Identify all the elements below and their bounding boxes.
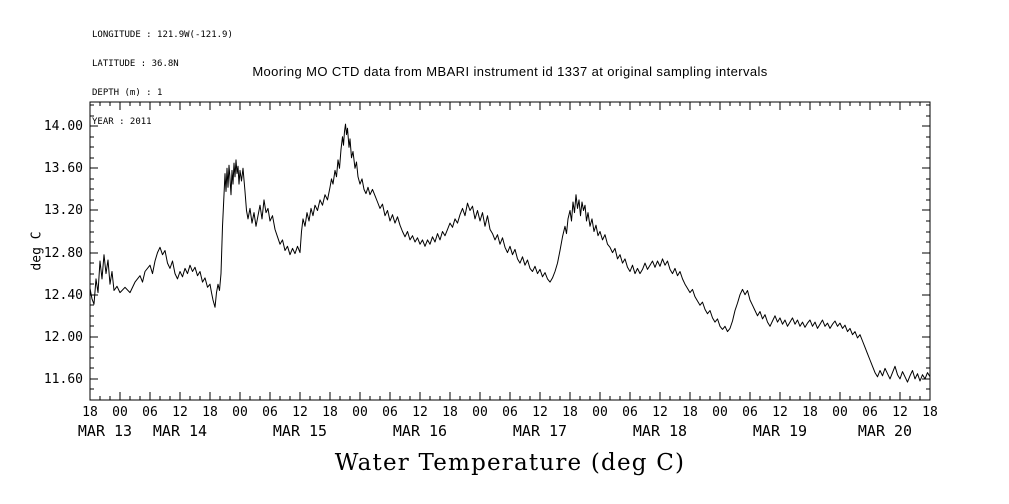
- tick-label: 00: [112, 405, 128, 420]
- tick-label: 18: [82, 405, 98, 420]
- x-date-label: MAR 20: [858, 422, 912, 440]
- tick-label: 11.60: [44, 372, 83, 387]
- tick-label: 06: [382, 405, 398, 420]
- tick-label: 06: [742, 405, 758, 420]
- tick-label: 06: [622, 405, 638, 420]
- tick-label: 18: [322, 405, 338, 420]
- axis-tick-labels: 18 00 06 12 18 00 06 12 18 00 06 12 18 00 06 12 18 00 06 12…: [44, 119, 938, 440]
- tick-label: 18: [922, 405, 938, 420]
- tick-label: 18: [562, 405, 578, 420]
- tick-label: 12: [892, 405, 908, 420]
- tick-label: 13.20: [44, 203, 83, 218]
- tick-label: 06: [502, 405, 518, 420]
- axes-frame: [89, 101, 931, 401]
- meta-year: YEAR : 2011: [92, 116, 152, 127]
- chart-title: Mooring MO CTD data from MBARI instrumen…: [252, 64, 768, 79]
- tick-label: 00: [232, 405, 248, 420]
- x-date-label: MAR 19: [753, 422, 807, 440]
- tick-label: 18: [442, 405, 458, 420]
- x-date-label: MAR 14: [153, 422, 207, 440]
- tick-label: 18: [802, 405, 818, 420]
- tick-label: 00: [712, 405, 728, 420]
- x-axis-title: Water Temperature (deg C): [334, 450, 686, 476]
- tick-label: 14.00: [44, 119, 83, 134]
- tick-label: 18: [682, 405, 698, 420]
- tick-label: 00: [592, 405, 608, 420]
- tick-label: 12.80: [44, 246, 83, 261]
- x-date-label: MAR 16: [393, 422, 447, 440]
- tick-label: 00: [832, 405, 848, 420]
- x-date-label: MAR 15: [273, 422, 327, 440]
- tick-label: 12: [292, 405, 308, 420]
- tick-label: 12: [772, 405, 788, 420]
- tick-label: 12.00: [44, 330, 83, 345]
- x-date-label: MAR 17: [513, 422, 567, 440]
- station-metadata: LONGITUDE : 121.9W(-121.9) LATITUDE : 36…: [92, 12, 233, 146]
- tick-label: 06: [862, 405, 878, 420]
- tick-label: 13.60: [44, 161, 83, 176]
- tick-label: 12: [652, 405, 668, 420]
- tick-label: 12: [412, 405, 428, 420]
- x-date-label: MAR 13: [78, 422, 132, 440]
- meta-latitude: LATITUDE : 36.8N: [92, 58, 179, 69]
- tick-label: 12: [172, 405, 188, 420]
- tick-label: 06: [262, 405, 278, 420]
- tick-label: 12.40: [44, 288, 83, 303]
- tick-label: 00: [472, 405, 488, 420]
- tick-label: 00: [352, 405, 368, 420]
- meta-longitude: LONGITUDE : 121.9W(-121.9): [92, 30, 233, 41]
- x-date-label: MAR 18: [633, 422, 687, 440]
- tick-label: 06: [142, 405, 158, 420]
- temperature-series-line: [89, 123, 931, 383]
- tick-label: 12: [532, 405, 548, 420]
- meta-depth: DEPTH (m) : 1: [92, 87, 163, 98]
- tick-label: 18: [202, 405, 218, 420]
